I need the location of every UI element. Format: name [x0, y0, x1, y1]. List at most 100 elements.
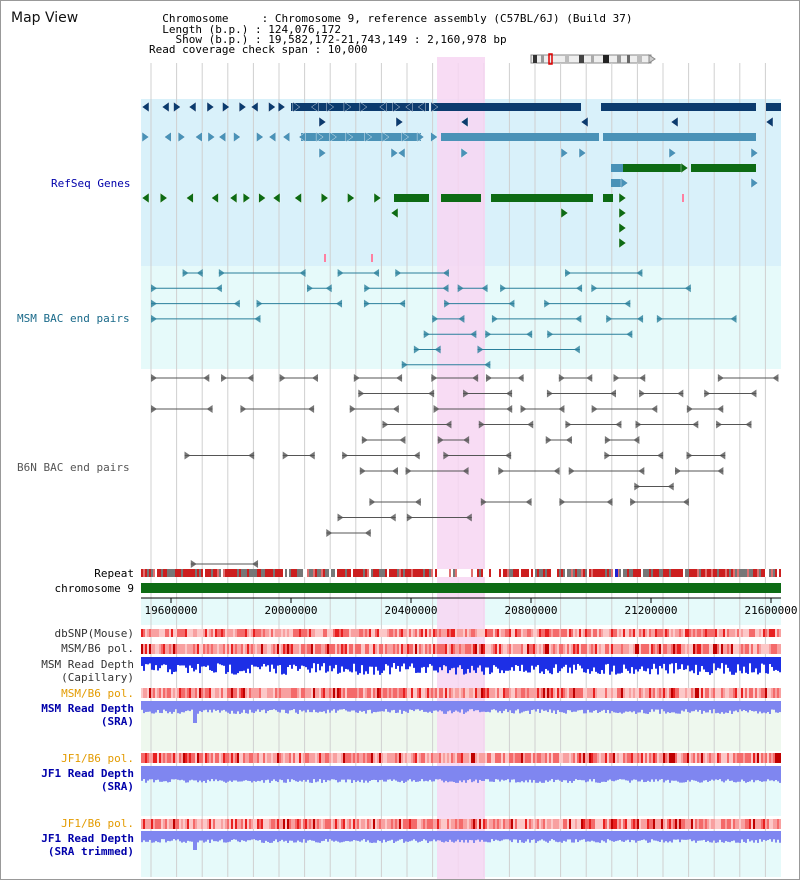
- track-label-msm-bac[interactable]: MSM BAC end pairs: [17, 312, 130, 325]
- polymorphism-block: [667, 688, 669, 698]
- depth-bar: [489, 657, 491, 675]
- depth-bar: [259, 831, 261, 841]
- repeat-block: [549, 569, 551, 577]
- depth-bar: [543, 831, 545, 841]
- depth-bar: [513, 766, 515, 780]
- repeat-block: [161, 569, 163, 577]
- polymorphism-block: [435, 819, 437, 829]
- depth-bar: [563, 701, 565, 713]
- polymorphism-block: [607, 644, 609, 654]
- depth-bar: [293, 831, 295, 843]
- polymorphism-block: [233, 644, 235, 654]
- polymorphism-block: [695, 753, 697, 763]
- depth-bar: [141, 831, 143, 843]
- depth-bar: [443, 657, 445, 666]
- chromosome-ideogram[interactable]: [529, 53, 659, 65]
- depth-bar: [597, 831, 599, 843]
- polymorphism-block: [751, 644, 753, 654]
- polymorphism-block: [397, 819, 399, 829]
- polymorphism-block: [557, 688, 559, 698]
- polymorphism-block: [759, 629, 761, 637]
- depth-bar: [339, 701, 341, 710]
- depth-bar: [641, 701, 643, 710]
- depth-bar: [455, 766, 457, 783]
- gene-arrow: [268, 131, 276, 143]
- polymorphism-block: [263, 753, 265, 763]
- polymorphism-block: [333, 819, 335, 829]
- polymorphism-block: [465, 753, 467, 763]
- depth-bar: [567, 831, 569, 840]
- depth-bar: [145, 766, 147, 783]
- polymorphism-block: [457, 629, 459, 637]
- depth-bar: [187, 831, 189, 841]
- gene-arrow: [618, 237, 627, 249]
- depth-bar: [735, 831, 737, 843]
- repeat-block: [489, 569, 491, 577]
- bac-end-marker: [481, 284, 488, 293]
- polymorphism-block: [143, 819, 145, 829]
- depth-bar: [527, 831, 529, 840]
- depth-bar: [403, 657, 405, 664]
- polymorphism-block: [699, 819, 701, 829]
- polymorphism-block: [609, 753, 611, 763]
- depth-bar: [273, 657, 275, 669]
- repeat-block: [365, 569, 367, 577]
- depth-bar: [765, 701, 767, 714]
- depth-bar: [607, 701, 609, 711]
- depth-bar: [335, 831, 337, 841]
- depth-bar: [423, 766, 425, 782]
- depth-bar: [689, 701, 691, 713]
- track-label-refseq[interactable]: RefSeq Genes: [51, 177, 131, 190]
- depth-bar: [171, 657, 173, 675]
- gene-arrow: [750, 147, 759, 159]
- polymorphism-block: [759, 688, 761, 698]
- depth-bar: [435, 657, 437, 671]
- polymorphism-block: [623, 819, 625, 829]
- depth-bar: [605, 766, 607, 782]
- axis-tick-label: 19600000: [145, 604, 198, 617]
- depth-bar: [181, 766, 183, 780]
- polymorphism-block: [683, 753, 685, 763]
- polymorphism-block: [299, 753, 301, 763]
- depth-bar: [153, 831, 155, 843]
- polymorphism-block: [575, 688, 577, 698]
- polymorphism-block: [521, 644, 523, 654]
- polymorphism-block: [671, 753, 673, 763]
- depth-bar: [219, 766, 221, 781]
- polymorphism-block: [411, 629, 413, 637]
- depth-bar: [701, 657, 703, 667]
- depth-bar: [551, 701, 553, 713]
- repeat-block: [727, 569, 729, 577]
- depth-bar: [479, 766, 481, 780]
- polymorphism-block: [463, 644, 465, 654]
- polymorphism-block: [555, 819, 557, 829]
- depth-bar: [537, 701, 539, 710]
- polymorphism-block: [261, 819, 263, 829]
- depth-bar: [611, 831, 613, 842]
- polymorphism-block: [419, 629, 421, 637]
- polymorphism-block: [705, 688, 707, 698]
- depth-bar: [509, 701, 511, 711]
- depth-bar: [155, 831, 157, 842]
- polymorphism-block: [181, 819, 183, 829]
- depth-bar: [497, 831, 499, 841]
- polymorphism-block: [569, 629, 571, 637]
- polymorphism-block: [413, 819, 415, 829]
- polymorphism-block: [589, 753, 591, 763]
- depth-bar: [433, 657, 435, 671]
- track-label-b6n-bac[interactable]: B6N BAC end pairs: [17, 461, 130, 474]
- polymorphism-block: [381, 753, 383, 763]
- depth-bar: [523, 701, 525, 712]
- polymorphism-block: [273, 644, 275, 654]
- polymorphism-block: [483, 629, 485, 637]
- polymorphism-block: [517, 644, 519, 654]
- polymorphism-block: [195, 644, 197, 654]
- depth-bar: [711, 831, 713, 843]
- polymorphism-block: [763, 629, 765, 637]
- polymorphism-block: [245, 688, 247, 698]
- polymorphism-block: [401, 688, 403, 698]
- polymorphism-block: [221, 644, 223, 654]
- depth-bar: [355, 657, 357, 672]
- bac-end-marker: [382, 420, 389, 429]
